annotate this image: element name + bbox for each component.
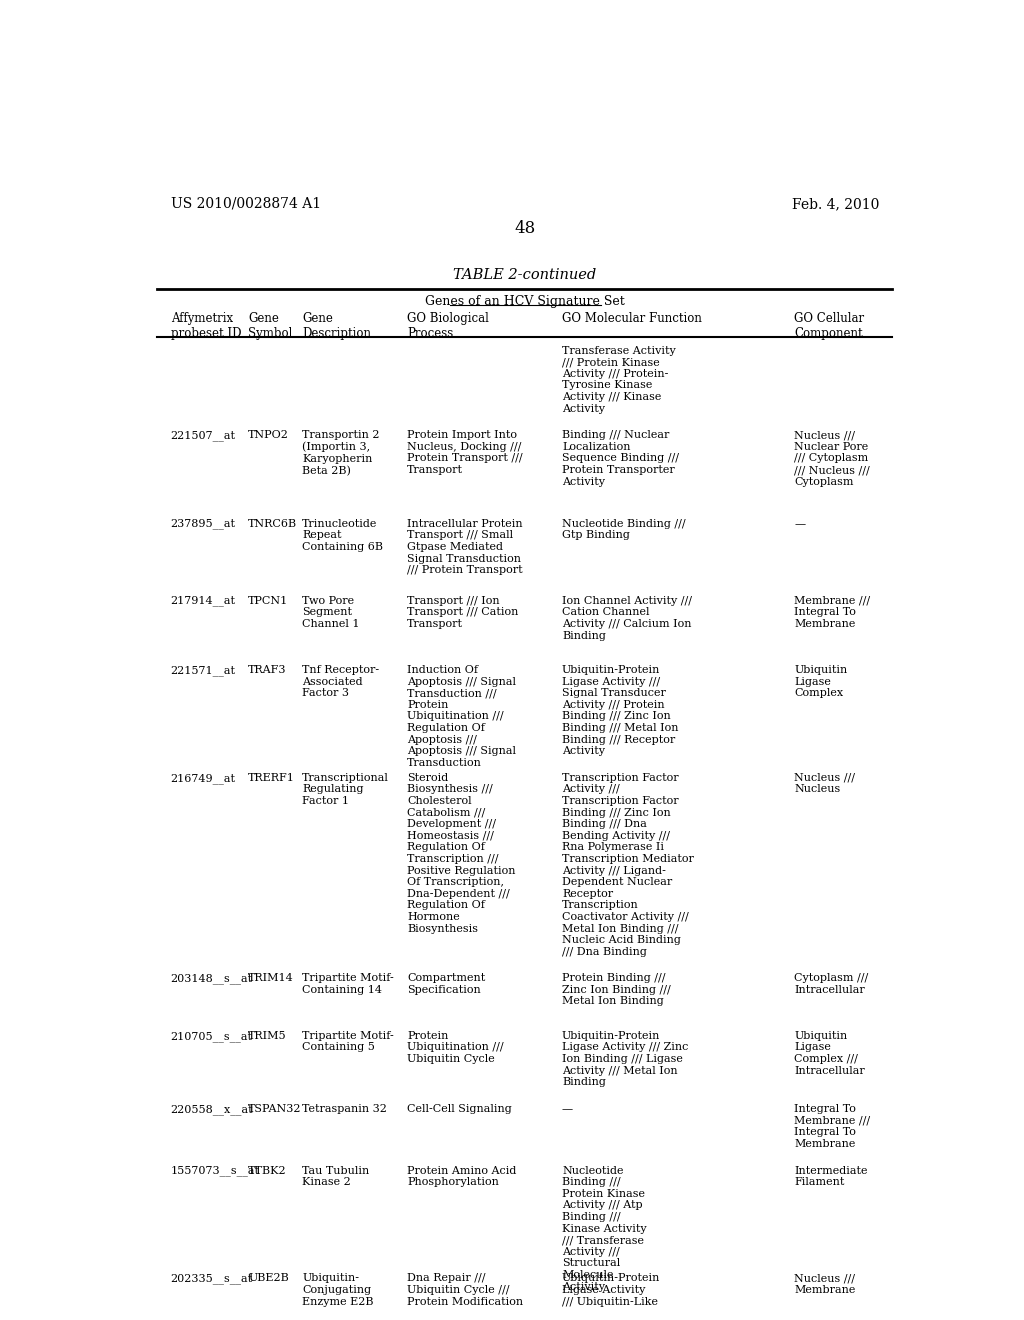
Text: Tripartite Motif-
Containing 14: Tripartite Motif- Containing 14 [302, 973, 394, 995]
Text: Intracellular Protein
Transport /// Small
Gtpase Mediated
Signal Transduction
//: Intracellular Protein Transport /// Smal… [407, 519, 522, 576]
Text: 221507__at: 221507__at [171, 430, 236, 441]
Text: Trinucleotide
Repeat
Containing 6B: Trinucleotide Repeat Containing 6B [302, 519, 383, 552]
Text: Nucleus ///
Nucleus: Nucleus /// Nucleus [795, 774, 855, 795]
Text: US 2010/0028874 A1: US 2010/0028874 A1 [171, 197, 321, 211]
Text: 203148__s__at: 203148__s__at [171, 973, 253, 983]
Text: Ubiquitin
Ligase
Complex ///
Intracellular: Ubiquitin Ligase Complex /// Intracellul… [795, 1031, 865, 1076]
Text: 217914__at: 217914__at [171, 595, 236, 606]
Text: 237895__at: 237895__at [171, 519, 236, 529]
Text: Transcriptional
Regulating
Factor 1: Transcriptional Regulating Factor 1 [302, 774, 389, 807]
Text: Integral To
Membrane ///
Integral To
Membrane: Integral To Membrane /// Integral To Mem… [795, 1104, 870, 1148]
Text: TSPAN32: TSPAN32 [248, 1104, 302, 1114]
Text: Ubiquitin-Protein
Ligase Activity ///
Signal Transducer
Activity /// Protein
Bin: Ubiquitin-Protein Ligase Activity /// Si… [562, 665, 679, 756]
Text: TNRC6B: TNRC6B [248, 519, 297, 529]
Text: Cell-Cell Signaling: Cell-Cell Signaling [407, 1104, 512, 1114]
Text: Intermediate
Filament: Intermediate Filament [795, 1166, 868, 1187]
Text: Ubiquitin-Protein
Ligase Activity
/// Ubiquitin-Like: Ubiquitin-Protein Ligase Activity /// Ub… [562, 1274, 660, 1307]
Text: Transferase Activity
/// Protein Kinase
Activity /// Protein-
Tyrosine Kinase
Ac: Transferase Activity /// Protein Kinase … [562, 346, 676, 413]
Text: TRIM5: TRIM5 [248, 1031, 287, 1040]
Text: TNPO2: TNPO2 [248, 430, 289, 440]
Text: —: — [562, 1104, 573, 1114]
Text: Nucleotide Binding ///
Gtp Binding: Nucleotide Binding /// Gtp Binding [562, 519, 686, 540]
Text: Protein Import Into
Nucleus, Docking ///
Protein Transport ///
Transport: Protein Import Into Nucleus, Docking ///… [407, 430, 522, 475]
Text: Two Pore
Segment
Channel 1: Two Pore Segment Channel 1 [302, 595, 359, 628]
Text: Tetraspanin 32: Tetraspanin 32 [302, 1104, 387, 1114]
Text: Membrane ///
Integral To
Membrane: Membrane /// Integral To Membrane [795, 595, 870, 628]
Text: Nucleus ///
Nuclear Pore
/// Cytoplasm
/// Nucleus ///
Cytoplasm: Nucleus /// Nuclear Pore /// Cytoplasm /… [795, 430, 870, 487]
Text: Cytoplasm ///
Intracellular: Cytoplasm /// Intracellular [795, 973, 868, 995]
Text: Gene
Symbol: Gene Symbol [248, 313, 293, 341]
Text: —: — [795, 519, 806, 529]
Text: Affymetrix
probeset ID: Affymetrix probeset ID [171, 313, 241, 341]
Text: 1557073__s__at: 1557073__s__at [171, 1166, 260, 1176]
Text: 220558__x__at: 220558__x__at [171, 1104, 253, 1114]
Text: Ubiquitin-Protein
Ligase Activity /// Zinc
Ion Binding /// Ligase
Activity /// M: Ubiquitin-Protein Ligase Activity /// Zi… [562, 1031, 688, 1088]
Text: Nucleus ///
Membrane: Nucleus /// Membrane [795, 1274, 856, 1295]
Text: 48: 48 [514, 220, 536, 238]
Text: Protein Binding ///
Zinc Ion Binding ///
Metal Ion Binding: Protein Binding /// Zinc Ion Binding ///… [562, 973, 671, 1006]
Text: Ubiquitin
Ligase
Complex: Ubiquitin Ligase Complex [795, 665, 848, 698]
Text: GO Biological
Process: GO Biological Process [407, 313, 488, 341]
Text: Protein
Ubiquitination ///
Ubiquitin Cycle: Protein Ubiquitination /// Ubiquitin Cyc… [407, 1031, 504, 1064]
Text: GO Molecular Function: GO Molecular Function [562, 313, 701, 326]
Text: Tripartite Motif-
Containing 5: Tripartite Motif- Containing 5 [302, 1031, 394, 1052]
Text: TRAF3: TRAF3 [248, 665, 287, 675]
Text: Binding /// Nuclear
Localization
Sequence Binding ///
Protein Transporter
Activi: Binding /// Nuclear Localization Sequenc… [562, 430, 679, 487]
Text: Gene
Description: Gene Description [302, 313, 372, 341]
Text: Transport /// Ion
Transport /// Cation
Transport: Transport /// Ion Transport /// Cation T… [407, 595, 518, 628]
Text: Induction Of
Apoptosis /// Signal
Transduction ///
Protein
Ubiquitination ///
Re: Induction Of Apoptosis /// Signal Transd… [407, 665, 516, 768]
Text: 210705__s__at: 210705__s__at [171, 1031, 253, 1041]
Text: 202335__s__at: 202335__s__at [171, 1274, 253, 1284]
Text: TABLE 2-continued: TABLE 2-continued [454, 268, 596, 281]
Text: Nucleotide
Binding ///
Protein Kinase
Activity /// Atp
Binding ///
Kinase Activi: Nucleotide Binding /// Protein Kinase Ac… [562, 1166, 646, 1291]
Text: Ion Channel Activity ///
Cation Channel
Activity /// Calcium Ion
Binding: Ion Channel Activity /// Cation Channel … [562, 595, 692, 640]
Text: Dna Repair ///
Ubiquitin Cycle ///
Protein Modification: Dna Repair /// Ubiquitin Cycle /// Prote… [407, 1274, 523, 1307]
Text: TRERF1: TRERF1 [248, 774, 295, 783]
Text: 216749__at: 216749__at [171, 774, 236, 784]
Text: GO Cellular
Component: GO Cellular Component [795, 313, 864, 341]
Text: TTBK2: TTBK2 [248, 1166, 287, 1176]
Text: TRIM14: TRIM14 [248, 973, 294, 983]
Text: Ubiquitin-
Conjugating
Enzyme E2B: Ubiquitin- Conjugating Enzyme E2B [302, 1274, 374, 1307]
Text: Feb. 4, 2010: Feb. 4, 2010 [793, 197, 880, 211]
Text: Compartment
Specification: Compartment Specification [407, 973, 485, 995]
Text: TPCN1: TPCN1 [248, 595, 289, 606]
Text: Genes of an HCV Signature Set: Genes of an HCV Signature Set [425, 296, 625, 309]
Text: Steroid
Biosynthesis ///
Cholesterol
Catabolism ///
Development ///
Homeostasis : Steroid Biosynthesis /// Cholesterol Cat… [407, 774, 515, 933]
Text: Protein Amino Acid
Phosphorylation: Protein Amino Acid Phosphorylation [407, 1166, 516, 1187]
Text: Transcription Factor
Activity ///
Transcription Factor
Binding /// Zinc Ion
Bind: Transcription Factor Activity /// Transc… [562, 774, 694, 957]
Text: Tnf Receptor-
Associated
Factor 3: Tnf Receptor- Associated Factor 3 [302, 665, 380, 698]
Text: 221571__at: 221571__at [171, 665, 236, 676]
Text: UBE2B: UBE2B [248, 1274, 289, 1283]
Text: Transportin 2
(Importin 3,
Karyopherin
Beta 2B): Transportin 2 (Importin 3, Karyopherin B… [302, 430, 380, 477]
Text: Tau Tubulin
Kinase 2: Tau Tubulin Kinase 2 [302, 1166, 370, 1187]
